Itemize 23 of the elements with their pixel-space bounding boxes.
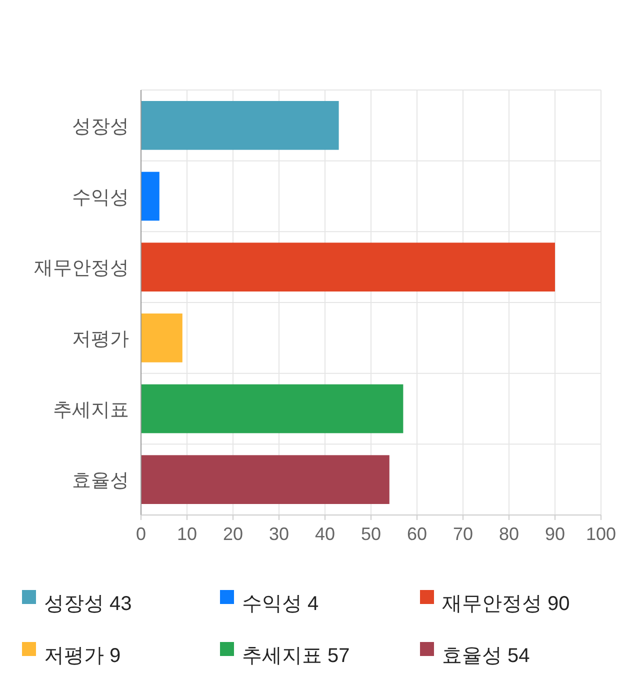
x-tick-label: 20: [222, 524, 244, 544]
y-tick-label: 재무안정성: [34, 258, 129, 280]
legend-label: 수익성 4: [242, 593, 319, 615]
x-tick-label: 70: [452, 524, 474, 544]
y-tick-label: 추세지표: [53, 400, 129, 421]
legend-label: 효율성 54: [442, 645, 530, 667]
x-tick-label: 50: [360, 524, 382, 544]
y-tick-label: 성장성: [72, 116, 129, 138]
legend-label: 추세지표 57: [242, 645, 350, 667]
y-tick-label: 저평가: [72, 328, 129, 350]
x-tick-label: 0: [136, 524, 146, 544]
x-tick-label: 90: [544, 524, 566, 544]
x-tick-label: 10: [176, 524, 198, 544]
x-tick-label: 80: [498, 524, 520, 544]
y-tick-label: 효율성: [72, 470, 129, 492]
x-tick-label: 30: [268, 524, 290, 544]
y-tick-label: 수익성: [72, 187, 129, 208]
x-tick-label: 40: [314, 524, 336, 544]
legend-label: 재무안정성 90: [442, 593, 570, 615]
legend-label: 성장성 43: [44, 593, 132, 615]
x-tick-label: 100: [586, 524, 616, 544]
legend-label: 저평가 9: [44, 645, 121, 667]
x-tick-label: 60: [406, 524, 428, 544]
